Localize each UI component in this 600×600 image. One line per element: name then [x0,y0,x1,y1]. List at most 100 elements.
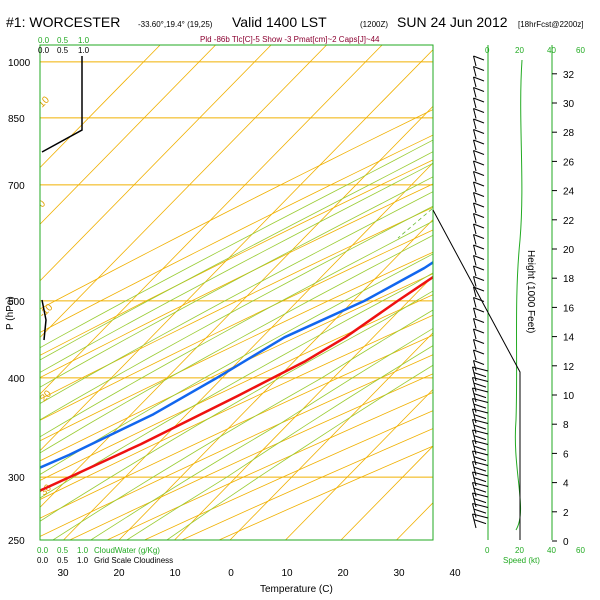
wind-barb-staff [473,328,477,340]
height-tick-label: 20 [563,245,575,256]
dry-adiabat [40,206,433,400]
moist-adiabat [40,205,433,421]
isotherm-line [285,388,433,540]
mixing-ratio-label: 2 [179,544,190,553]
wind-barb-flag [473,372,487,378]
temperature-tick-label: 20 [113,568,125,579]
mixing-ratio-label: 30 [369,539,383,553]
height-tick-label: 4 [563,479,569,490]
temperature-tick-label: 30 [393,568,405,579]
cloud-water-panel: 0.0 0.5 1.0 0.0 0.5 1.0 [38,36,90,341]
wind-barb-staff [473,171,477,182]
moist-adiabat [126,345,433,540]
wind-barb-flag [473,265,485,271]
dry-adiabat [40,334,433,519]
wind-barb-flag [473,393,487,399]
wind-barb-flag [473,192,485,197]
temperature-tick-label: 10 [169,568,181,579]
isotherm-line [40,45,216,225]
isotherm-line [63,162,433,540]
temperature-ticks: 30 20 10 0 10 20 30 40 [57,568,461,579]
wind-barb-staff [473,192,477,203]
pressure-tick-label: 500 [8,297,25,308]
wind-barb-flag [473,97,485,103]
wind-barb-flag [472,440,489,445]
isotherm-line [40,49,433,452]
height-tick-label: 8 [563,420,569,431]
dry-adiabat [40,294,433,481]
pressure-tick-label: 850 [8,114,25,125]
mixing-ratio-line [521,45,600,238]
wind-barb-flag [473,360,485,365]
wind-barb-flag [473,435,487,441]
speed-bot-3: 60 [576,546,585,555]
moist-adiabat [40,191,433,404]
height-tick-label: 14 [563,333,575,344]
wind-barb-flag [473,318,485,323]
tropopause-line [432,209,521,540]
wind-barb-flag [473,108,485,113]
wind-barb-flag [472,408,489,414]
wind-barb-flag [473,276,485,281]
wind-barb-flag [473,76,485,82]
wind-barb-flag [473,498,487,504]
isotherm-line [340,445,433,540]
wind-barb-flag [473,307,485,313]
wind-barb-flag [472,429,489,435]
wind-barb-flag [472,492,489,498]
dry-adiabat [40,229,433,421]
gsc-label: Grid Scale Cloudiness [94,556,173,565]
wind-barb-flag [473,297,485,302]
moist-adiabat [40,253,433,475]
wind-barb-staff [473,97,477,109]
wind-barb-staff [473,276,477,287]
grid-cloudiness-low [41,299,47,341]
wind-barb-staff [473,118,477,130]
height-tick-label: 24 [563,187,575,198]
wind-barb-flag [473,349,485,355]
isotherm-line [229,332,433,540]
gsl-tick-2: 1.0 [77,556,89,565]
wind-barb-staff [473,349,477,361]
pressure-tick-label: 300 [8,473,25,484]
wind-barb-staff [473,66,477,77]
isotherm-line [118,219,433,540]
height-tick-label: 30 [563,99,575,110]
stability-indices: Pld -86b Tlc[C]-5 Show -3 Pmat[cm]~2 Cap… [200,35,380,44]
height-tick-label: 16 [563,303,575,314]
moist-adiabat [40,176,433,388]
dry-adiabat [69,373,433,540]
isotherm-line [40,105,433,508]
dry-adiabat [40,159,433,356]
wind-barb-staff [473,202,477,214]
wind-barb-staff [473,265,477,277]
isotherm-line [40,45,272,282]
plot-frame [39,44,434,541]
wind-barb-staff [473,286,477,298]
wind-barb-flag [473,339,485,344]
moist-adiabat [40,151,433,361]
temperature-tick-label: 40 [449,568,461,579]
height-tick-label: 6 [563,449,569,460]
moist-adiabat [166,364,433,540]
wind-barb-staff [473,339,477,350]
cwl-tick-0: 0.0 [37,546,49,555]
gsl-tick-1: 0.5 [57,556,69,565]
wind-barb-staff [473,318,477,329]
moist-adiabat [40,139,433,349]
wind-barb-staff [473,360,477,371]
wind-barb-staff [473,160,477,172]
dry-adiabat [40,354,433,537]
moist-adiabat [90,327,433,540]
pressure-tick-label: 400 [8,374,25,385]
wind-barb-flag [473,508,487,514]
wind-barb-staff [473,213,477,224]
isotherm-line [40,45,161,169]
wind-barb-flag [472,398,489,403]
speed-bot-0: 0 [485,546,490,555]
height-tick-label: 10 [563,391,575,402]
cloud-water-legend: 0.0 0.5 1.0 CloudWater (g/Kg) 0.0 0.5 1.… [37,546,173,565]
wind-barb-staff [473,76,477,88]
